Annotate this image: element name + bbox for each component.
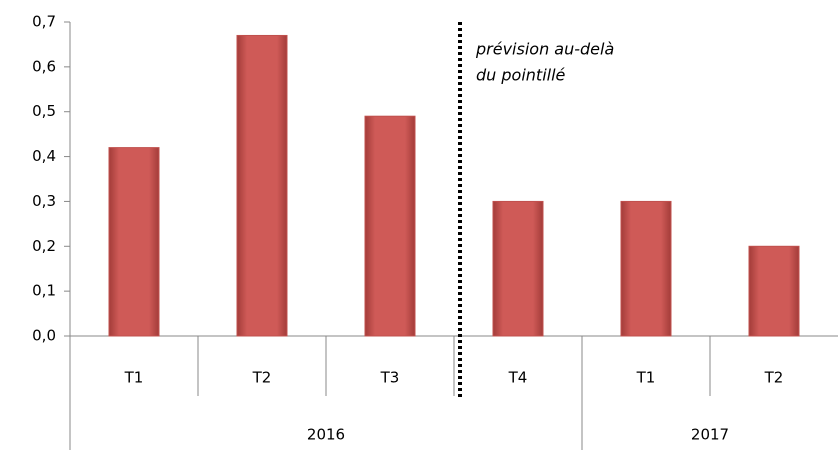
group-label: 2016 [307,426,345,444]
y-tick-label: 0,3 [32,192,56,210]
bar [492,200,544,337]
y-tick-label: 0,5 [32,102,56,120]
y-tick-label: 0,2 [32,237,56,255]
x-tick-label: T1 [636,369,656,387]
bar [364,115,416,337]
x-tick-label: T2 [764,369,784,387]
x-tick-label: T3 [380,369,400,387]
y-tick-label: 0,6 [32,57,56,75]
y-tick-label: 0,7 [32,13,56,31]
annotation: du pointillé [476,66,566,85]
x-tick-label: T1 [124,369,144,387]
annotation: prévision au-delà [475,40,614,59]
bar [236,34,288,337]
bar [620,200,672,337]
x-tick-label: T4 [508,369,528,387]
bar [108,147,160,337]
bar [748,245,800,337]
y-tick-label: 0,1 [32,282,56,300]
x-tick-label: T2 [252,369,272,387]
group-label: 2017 [691,426,729,444]
y-tick-label: 0,0 [32,327,56,345]
y-tick-label: 0,4 [32,147,56,165]
